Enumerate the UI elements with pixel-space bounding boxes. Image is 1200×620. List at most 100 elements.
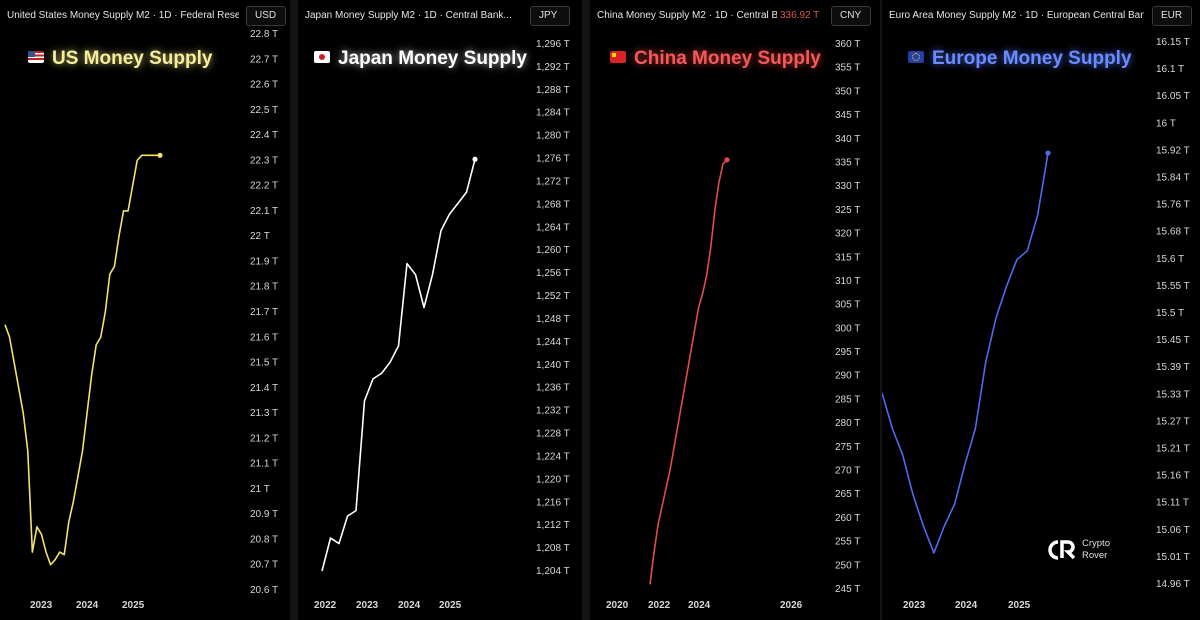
- y-tick-label: 22.5 T: [250, 105, 278, 116]
- y-tick-label: 1,216 T: [536, 497, 570, 508]
- x-tick-label: 2023: [903, 600, 926, 611]
- y-tick-label: 15.06 T: [1156, 525, 1190, 536]
- y-tick-label: 21.2 T: [250, 433, 278, 444]
- y-tick-label: 20.9 T: [250, 509, 278, 520]
- y-tick-label: 22.1 T: [250, 206, 278, 217]
- y-tick-label: 300 T: [835, 323, 860, 334]
- x-tick-label: 2023: [30, 600, 53, 611]
- y-tick-label: 21.4 T: [250, 383, 278, 394]
- series-line: [321, 159, 476, 572]
- x-tick-label: 2024: [688, 600, 711, 611]
- y-tick-label: 15.27 T: [1156, 416, 1190, 427]
- y-tick-label: 350 T: [835, 86, 860, 97]
- y-tick-label: 1,212 T: [536, 520, 570, 531]
- y-tick-label: 1,260 T: [536, 245, 570, 256]
- x-tick-label: 2024: [398, 600, 421, 611]
- us-panel-title: United States Money Supply M2 · 1D · Fed…: [7, 10, 239, 21]
- y-tick-label: 295 T: [835, 347, 860, 358]
- y-tick-label: 310 T: [835, 276, 860, 287]
- watermark-line2: Rover: [1082, 550, 1108, 561]
- x-tick-label: 2026: [780, 600, 803, 611]
- y-tick-label: 15.21 T: [1156, 444, 1190, 455]
- y-tick-label: 15.33 T: [1156, 389, 1190, 400]
- japan-currency-badge[interactable]: JPY: [530, 6, 570, 26]
- last-value-point: [157, 152, 163, 158]
- y-tick-label: 250 T: [835, 560, 860, 571]
- y-tick-label: 245 T: [835, 584, 860, 595]
- y-tick-label: 20.8 T: [250, 534, 278, 545]
- europe-heading-text: Europe Money Supply: [932, 48, 1132, 69]
- y-tick-label: 20.7 T: [250, 560, 278, 571]
- y-tick-label: 15.11 T: [1156, 498, 1189, 509]
- x-tick-label: 2024: [955, 600, 978, 611]
- y-tick-label: 15.39 T: [1156, 362, 1190, 373]
- y-tick-label: 1,272 T: [536, 176, 570, 187]
- y-tick-label: 15.45 T: [1156, 335, 1190, 346]
- y-tick-label: 305 T: [835, 300, 860, 311]
- y-tick-label: 335 T: [835, 157, 860, 168]
- y-tick-label: 21.1 T: [250, 459, 278, 470]
- y-tick-label: 15.76 T: [1156, 200, 1190, 211]
- y-tick-label: 15.01 T: [1156, 552, 1190, 563]
- china-currency-badge[interactable]: CNY: [831, 6, 871, 26]
- y-tick-label: 21 T: [250, 484, 270, 495]
- y-tick-label: 1,264 T: [536, 222, 570, 233]
- eu-flag-icon: [908, 50, 924, 63]
- y-tick-label: 315 T: [835, 252, 860, 263]
- china-heading: China Money Supply: [610, 48, 821, 70]
- y-tick-label: 22 T: [250, 231, 270, 242]
- y-tick-label: 16 T: [1156, 118, 1176, 129]
- europe-panel-title: Euro Area Money Supply M2 · 1D · Europea…: [889, 10, 1144, 21]
- us-heading: US Money Supply: [28, 48, 212, 70]
- china-panel: China Money Supply M2 · 1D · Central Ban…: [590, 0, 880, 620]
- japan-panel: Japan Money Supply M2 · 1D · Central Ban…: [298, 0, 582, 620]
- y-tick-label: 320 T: [835, 229, 860, 240]
- europe-currency-badge[interactable]: EUR: [1152, 6, 1192, 26]
- us-currency-badge[interactable]: USD: [246, 6, 286, 26]
- x-tick-label: 2025: [1008, 600, 1031, 611]
- y-tick-label: 15.68 T: [1156, 227, 1190, 238]
- y-tick-label: 330 T: [835, 181, 860, 192]
- y-tick-label: 1,248 T: [536, 314, 570, 325]
- y-tick-label: 1,292 T: [536, 62, 570, 73]
- crypto-rover-watermark: Crypto Rover: [1048, 538, 1168, 568]
- y-tick-label: 340 T: [835, 134, 860, 145]
- y-tick-label: 16.1 T: [1156, 64, 1184, 75]
- y-tick-label: 1,280 T: [536, 131, 570, 142]
- japan-chart: 1,296 T 1,292 T 1,288 T 1,284 T 1,280 T 1,276…: [314, 39, 570, 611]
- europe-panel: Euro Area Money Supply M2 · 1D · Europea…: [882, 0, 1200, 620]
- y-tick-label: 21.7 T: [250, 307, 278, 318]
- y-tick-label: 345 T: [835, 110, 860, 121]
- y-tick-label: 285 T: [835, 394, 860, 405]
- y-tick-label: 1,288 T: [536, 85, 570, 96]
- japan-heading: Japan Money Supply: [314, 48, 527, 70]
- y-tick-label: 355 T: [835, 63, 860, 74]
- y-tick-label: 1,252 T: [536, 291, 570, 302]
- y-tick-label: 15.6 T: [1156, 254, 1184, 265]
- y-tick-label: 1,232 T: [536, 406, 570, 417]
- y-tick-label: 1,220 T: [536, 474, 570, 485]
- y-tick-label: 22.4 T: [250, 130, 278, 141]
- y-tick-label: 1,224 T: [536, 451, 570, 462]
- x-tick-label: 2025: [439, 600, 462, 611]
- us-flag-icon: [28, 50, 44, 63]
- china-price-tag: 336.92 T: [780, 10, 820, 21]
- y-tick-label: 1,228 T: [536, 429, 570, 440]
- x-tick-label: 2020: [606, 600, 629, 611]
- y-tick-label: 1,244 T: [536, 337, 570, 348]
- y-tick-label: 1,208 T: [536, 543, 570, 554]
- y-tick-label: 22.2 T: [250, 181, 278, 192]
- y-tick-label: 1,204 T: [536, 566, 570, 577]
- x-tick-label: 2023: [356, 600, 379, 611]
- y-tick-label: 21.6 T: [250, 332, 278, 343]
- china-chart: 360 T 355 T 350 T 345 T 340 T 335 T 330 T 325 T…: [606, 39, 860, 611]
- separator: [290, 0, 298, 620]
- y-tick-label: 260 T: [835, 513, 860, 524]
- y-tick-label: 290 T: [835, 371, 860, 382]
- y-tick-label: 21.8 T: [250, 282, 278, 293]
- japan-panel-title: Japan Money Supply M2 · 1D · Central Ban…: [305, 10, 512, 21]
- y-tick-label: 1,236 T: [536, 383, 570, 394]
- watermark-text: Crypto Rover: [1082, 538, 1110, 562]
- china-flag-icon: [610, 50, 626, 63]
- y-tick-label: 1,296 T: [536, 39, 570, 50]
